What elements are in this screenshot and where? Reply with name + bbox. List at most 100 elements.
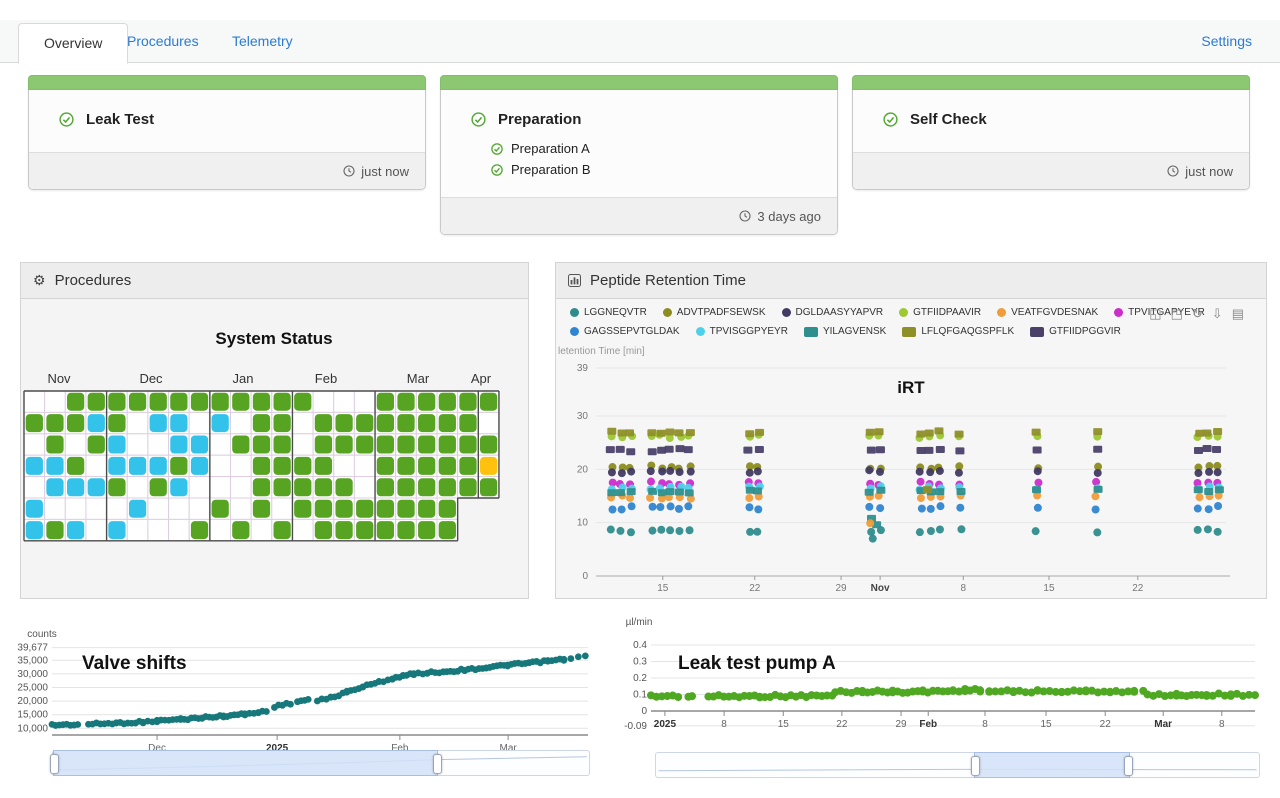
legend-marker-icon — [902, 326, 917, 337]
irt-scatter-chart[interactable]: 0 10 20 30 39 15 22 29 Nov 8 15 22 letention Time [m… — [556, 341, 1266, 598]
card-title: Preparation — [498, 111, 582, 128]
svg-text:Mar: Mar — [500, 743, 518, 754]
legend-label: GAGSSEPVTGLDAK — [584, 326, 680, 337]
zoom-select-icon[interactable]: ◱ — [1149, 306, 1162, 321]
svg-text:Feb: Feb — [919, 719, 937, 730]
svg-text:0.4: 0.4 — [633, 640, 647, 651]
data-view-icon[interactable]: ▤ — [1231, 306, 1244, 321]
leak-test-pump-chart[interactable]: µl/min 0.4 0.3 0.2 0.1 0 -0.09 2025 8 15 22 29 Feb 8 1… — [615, 605, 1265, 750]
svg-text:15: 15 — [778, 719, 790, 730]
legend-item[interactable]: ADVTPADFSEWSK — [662, 307, 766, 318]
legend-label: LGGNEQVTR — [584, 307, 647, 318]
card-timestamp: just now — [361, 163, 409, 179]
svg-text:letention Time [min]: letention Time [min] — [558, 346, 645, 357]
card-subitem: Preparation A — [441, 138, 837, 159]
legend-item[interactable]: VEATFGVDESNAK — [997, 307, 1098, 318]
legend-item[interactable]: TPVITGAPYEYR — [1114, 307, 1205, 318]
legend-marker-icon — [1030, 326, 1045, 337]
svg-text:2025: 2025 — [654, 719, 677, 730]
slider-preview — [658, 768, 1257, 772]
zoom-reset-icon[interactable]: ◳ — [1170, 306, 1183, 321]
procedures-panel: ⚙ Procedures System Status Nov Dec Jan Feb Ma… — [20, 262, 529, 599]
legend-item[interactable]: LFLQFGAQGSPFLK — [902, 326, 1014, 337]
svg-text:µl/min: µl/min — [626, 617, 653, 628]
legend-label: DGLDAASYYAPVR — [795, 307, 884, 318]
legend-label: TPVISGGPYEYR — [709, 326, 788, 337]
svg-text:-0.09: -0.09 — [624, 721, 647, 732]
card-footer: just now — [853, 152, 1249, 189]
legend-marker-icon — [899, 308, 909, 317]
check-circle-icon — [491, 142, 503, 155]
svg-text:25,000: 25,000 — [17, 683, 48, 694]
legend-marker-icon — [570, 327, 579, 336]
clock-icon — [739, 210, 751, 222]
check-circle-icon — [59, 112, 74, 127]
peptide-panel: Peptide Retention Time LGGNEQVTR ADVTPADF… — [555, 262, 1267, 599]
slider-handle[interactable] — [49, 754, 59, 774]
legend-item[interactable]: YILAGVENSK — [803, 326, 886, 337]
svg-text:22: 22 — [1132, 583, 1144, 594]
card-status-strip — [28, 75, 426, 90]
legend-item[interactable]: GAGSSEPVTGLDAK — [570, 326, 680, 337]
svg-text:Leak test pump A: Leak test pump A — [678, 653, 836, 674]
svg-text:30,000: 30,000 — [17, 669, 48, 680]
card-leak-test[interactable]: Leak Test just now — [28, 75, 426, 190]
peptide-legend: LGGNEQVTR ADVTPADFSEWSK DGLDAASYYAPVR GTFII… — [556, 299, 1266, 339]
svg-text:15: 15 — [1043, 583, 1055, 594]
svg-text:30: 30 — [577, 411, 589, 422]
slider-handle[interactable] — [432, 754, 442, 774]
legend-item[interactable]: TPVISGGPYEYR — [695, 326, 788, 337]
slider-window[interactable] — [974, 752, 1130, 778]
svg-text:Mar: Mar — [407, 371, 430, 386]
svg-text:Jan: Jan — [233, 371, 254, 386]
svg-text:Nov: Nov — [47, 371, 71, 386]
tab-bar: Overview Procedures Telemetry Settings — [0, 20, 1280, 64]
check-circle-icon — [491, 163, 503, 176]
chart-icon — [568, 274, 581, 287]
valve-chart-range-slider[interactable] — [49, 750, 590, 776]
svg-text:Dec: Dec — [139, 371, 163, 386]
legend-item[interactable]: GTFIIDPAAVIR — [899, 307, 981, 318]
svg-text:29: 29 — [895, 719, 907, 730]
card-timestamp: 3 days ago — [757, 208, 821, 224]
legend-marker-icon — [781, 308, 791, 317]
card-preparation[interactable]: Preparation Preparation A Preparation B … — [440, 75, 838, 235]
svg-text:39,677: 39,677 — [17, 643, 48, 654]
chart-toolbar: ◱ ◳ ↻ ⇩ ▤ — [1149, 307, 1244, 320]
legend-item[interactable]: GTFIIDPGGVIR — [1030, 326, 1121, 337]
legend-label: TPVITGAPYEYR — [1128, 307, 1205, 318]
card-subitem-label: Preparation B — [511, 162, 591, 177]
svg-text:10,000: 10,000 — [17, 723, 48, 734]
slider-handle[interactable] — [970, 756, 980, 776]
legend-marker-icon — [570, 308, 579, 317]
slider-handle[interactable] — [1124, 756, 1134, 776]
legend-label: LFLQFGAQGSPFLK — [921, 326, 1015, 337]
restore-icon[interactable]: ↻ — [1191, 306, 1203, 321]
gear-icon: ⚙ — [33, 272, 46, 288]
tab-overview[interactable]: Overview — [18, 23, 129, 64]
procedures-panel-header: ⚙ Procedures — [21, 263, 528, 299]
settings-link[interactable]: Settings — [1201, 33, 1252, 49]
download-icon[interactable]: ⇩ — [1211, 306, 1223, 321]
pump-chart-range-slider[interactable] — [655, 752, 1260, 778]
legend-marker-icon — [695, 327, 705, 336]
svg-text:iRT: iRT — [897, 378, 925, 397]
svg-text:22: 22 — [749, 583, 761, 594]
svg-text:0.2: 0.2 — [633, 673, 647, 684]
svg-text:Apr: Apr — [471, 371, 492, 386]
slider-window[interactable] — [53, 750, 439, 776]
svg-text:2025: 2025 — [266, 743, 289, 754]
legend-item[interactable]: LGGNEQVTR — [570, 307, 647, 318]
svg-text:Nov: Nov — [871, 583, 890, 594]
tab-telemetry[interactable]: Telemetry — [232, 33, 293, 49]
svg-text:20,000: 20,000 — [17, 696, 48, 707]
legend-label: ADVTPADFSEWSK — [676, 307, 766, 318]
tab-procedures[interactable]: Procedures — [127, 33, 199, 49]
card-self-check[interactable]: Self Check just now — [852, 75, 1250, 190]
system-status-calendar[interactable]: System Status Nov Dec Jan Feb Mar Apr — [21, 299, 528, 598]
svg-text:29: 29 — [836, 583, 848, 594]
svg-text:0: 0 — [641, 706, 647, 717]
legend-item[interactable]: DGLDAASYYAPVR — [781, 307, 884, 318]
svg-text:Feb: Feb — [391, 743, 409, 754]
